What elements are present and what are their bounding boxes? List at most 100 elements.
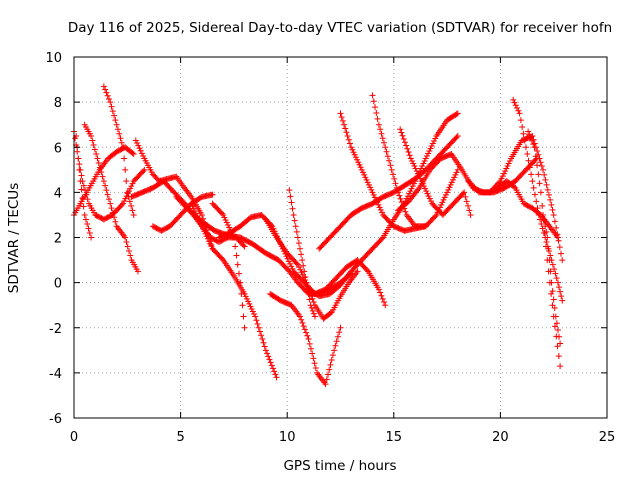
data-point (332, 342, 339, 349)
data-point (80, 182, 87, 189)
data-point (499, 173, 506, 180)
data-point (126, 248, 133, 255)
data-point (550, 296, 557, 303)
data-point (93, 151, 100, 158)
data-point (128, 183, 135, 190)
data-point (241, 324, 248, 331)
data-point (514, 104, 521, 111)
series-arc-22 (465, 132, 566, 264)
series-arc-9 (188, 200, 280, 381)
data-point (140, 168, 147, 175)
data-point (207, 240, 214, 247)
y-tick-label: 6 (54, 141, 62, 156)
data-point (268, 362, 275, 369)
data-point (296, 313, 303, 320)
data-point (322, 381, 329, 388)
data-point (345, 136, 352, 143)
data-point (554, 327, 561, 334)
data-point (534, 162, 541, 169)
data-point (346, 140, 353, 147)
data-point (246, 300, 253, 307)
data-point (502, 168, 509, 175)
data-point (375, 286, 382, 293)
data-point (337, 110, 344, 117)
data-point (122, 234, 129, 241)
data-point (126, 198, 133, 205)
data-point (407, 155, 414, 162)
data-point (373, 109, 380, 116)
data-point (453, 111, 460, 118)
series-arc-4 (81, 121, 141, 275)
data-point (299, 319, 306, 326)
data-point (293, 260, 300, 267)
data-point (535, 171, 542, 178)
data-point (406, 190, 413, 197)
data-point (536, 180, 543, 187)
data-point (232, 243, 239, 250)
data-point (256, 328, 263, 335)
data-point (311, 313, 318, 320)
data-point (371, 194, 378, 201)
data-point (94, 155, 101, 162)
data-point (238, 290, 245, 297)
data-point (103, 187, 110, 194)
data-point (189, 203, 196, 210)
y-tick-label: -2 (49, 322, 62, 337)
data-point (558, 293, 565, 300)
data-point (287, 260, 294, 267)
x-tick-label: 5 (176, 430, 184, 445)
data-point (356, 161, 363, 168)
data-point (114, 126, 121, 133)
data-point (304, 332, 311, 339)
data-point (264, 350, 271, 357)
data-point (431, 137, 438, 144)
data-point (411, 163, 418, 170)
data-point (295, 240, 302, 247)
data-point (505, 160, 512, 167)
data-point (127, 185, 134, 192)
data-point (269, 365, 276, 372)
series-arc-26 (540, 211, 564, 347)
data-point (553, 275, 560, 282)
data-point (503, 165, 510, 172)
data-point (398, 129, 405, 136)
data-point (526, 131, 533, 138)
data-point (85, 225, 92, 232)
data-point (351, 151, 358, 158)
data-point (423, 188, 430, 195)
data-point (553, 320, 560, 327)
data-point (260, 339, 267, 346)
data-point (242, 293, 249, 300)
data-point (341, 121, 348, 128)
data-point (387, 162, 394, 169)
data-point (201, 228, 208, 235)
data-point (97, 164, 104, 171)
data-point (373, 196, 380, 203)
data-point (84, 196, 91, 203)
data-point (407, 188, 414, 195)
data-point (104, 92, 111, 99)
data-point (241, 243, 248, 250)
data-point (111, 214, 118, 221)
axis-ticks (73, 56, 608, 419)
data-point (557, 363, 564, 370)
data-point (122, 195, 129, 202)
data-point (130, 151, 137, 158)
data-point (300, 323, 307, 330)
data-point (343, 129, 350, 136)
data-point (527, 134, 534, 141)
data-point (548, 201, 555, 208)
data-point (416, 173, 423, 180)
data-point (404, 145, 411, 152)
data-point (355, 159, 362, 166)
data-point (259, 336, 266, 343)
data-point (338, 114, 345, 121)
data-point (134, 268, 141, 275)
data-point (309, 307, 316, 314)
data-point (265, 353, 272, 360)
data-point (554, 279, 561, 286)
series-arc-5 (100, 83, 137, 218)
data-point (76, 161, 83, 168)
data-point (105, 95, 112, 102)
data-point (267, 359, 274, 366)
